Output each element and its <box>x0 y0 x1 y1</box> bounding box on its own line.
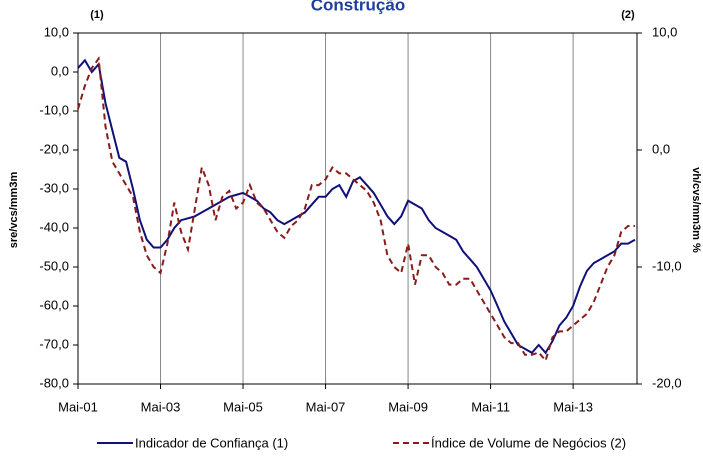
y-tick-label: -70,0 <box>39 336 69 351</box>
y-tick-label: -40,0 <box>39 219 69 234</box>
y-tick-label: -80,0 <box>39 375 69 390</box>
y2-axis-note: (2) <box>621 9 635 21</box>
chart-title: Construção <box>311 0 405 14</box>
y-tick-label: -60,0 <box>39 297 69 312</box>
series-line <box>77 55 635 363</box>
x-tick-label: Mai-13 <box>553 399 593 414</box>
y-tick-label: 0,0 <box>51 63 69 78</box>
legend-label: Índice de Volume de Negócios (2) <box>431 435 626 450</box>
x-tick-label: Mai-07 <box>306 399 346 414</box>
y-axis-label: sre/vcs/mm3m <box>8 172 20 249</box>
x-tick-label: Mai-03 <box>141 399 181 414</box>
legend-label: Indicador de Confiança (1) <box>135 435 288 450</box>
y2-tick-label: 0,0 <box>652 141 670 156</box>
y2-tick-label: -10,0 <box>652 258 682 273</box>
x-tick-label: Mai-09 <box>388 399 428 414</box>
y2-tick-label: 10,0 <box>652 24 677 39</box>
y-axis-note: (1) <box>90 9 104 21</box>
series-line <box>77 58 636 355</box>
y-tick-label: -10,0 <box>39 102 69 117</box>
x-tick-label: Mai-11 <box>471 399 510 414</box>
plot-frame <box>77 32 638 385</box>
y-tick-label: -50,0 <box>39 258 69 273</box>
y-tick-label: 10,0 <box>44 24 69 39</box>
y2-axis-label: vh/cvs/mm3m % <box>690 167 702 253</box>
y-tick-label: -30,0 <box>39 180 69 195</box>
y2-tick-label: -20,0 <box>652 375 682 390</box>
x-tick-label: Mai-01 <box>58 399 98 414</box>
x-tick-label: Mai-05 <box>223 399 263 414</box>
y-tick-label: -20,0 <box>39 141 69 156</box>
